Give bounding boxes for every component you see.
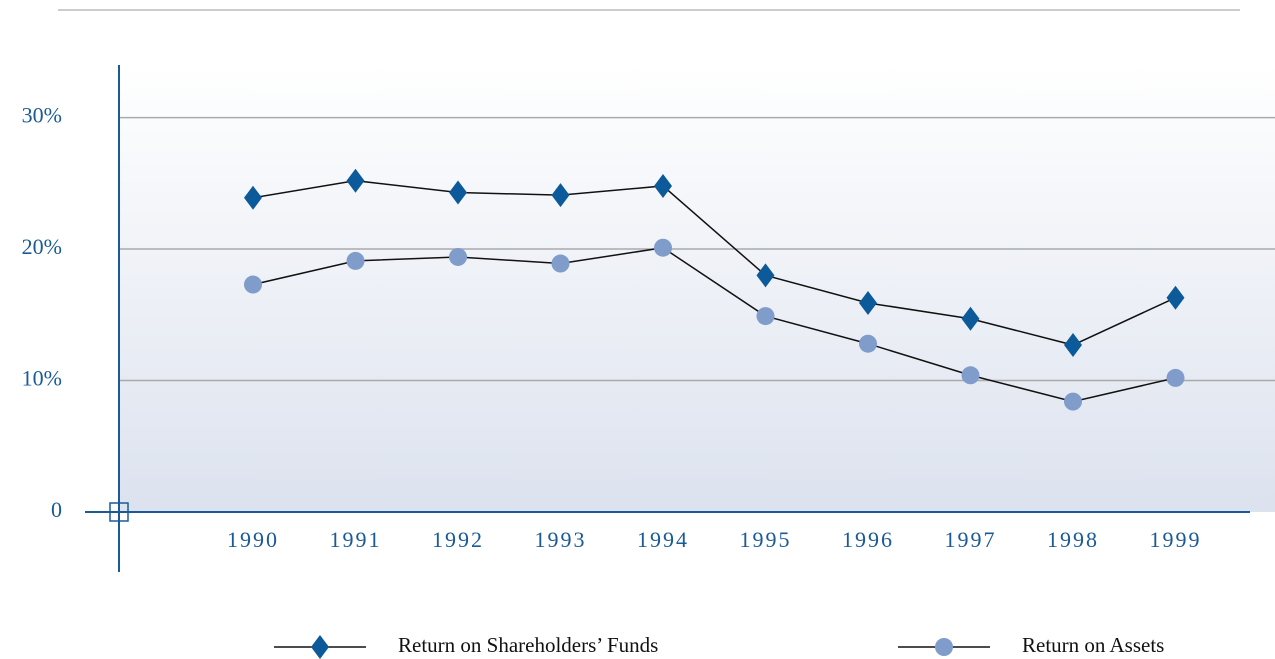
origin-box (109, 502, 129, 522)
x-tick-label: 1994 (637, 527, 689, 552)
legend-swatch (311, 635, 329, 659)
x-tick-label: 1997 (945, 527, 997, 552)
plot-background (119, 65, 1275, 512)
x-tick-label: 1996 (842, 527, 894, 552)
legend-label: Return on Assets (1022, 633, 1164, 657)
x-tick-label: 1991 (330, 527, 382, 552)
x-tick-label: 1995 (740, 527, 792, 552)
series-line (252, 179, 1176, 346)
x-tick-label: 1993 (535, 527, 587, 552)
marker (961, 306, 980, 331)
series-line (252, 246, 1176, 403)
marker (1064, 333, 1082, 358)
legend-swatch (935, 638, 953, 656)
marker (756, 263, 775, 288)
marker (551, 183, 570, 208)
marker (654, 173, 672, 198)
marker (551, 254, 570, 273)
marker (244, 185, 262, 210)
y-tick-label: 10% (22, 366, 62, 391)
marker (859, 334, 877, 353)
marker (1166, 285, 1185, 310)
marker (756, 307, 775, 326)
marker (1166, 368, 1185, 387)
marker (449, 180, 467, 205)
marker (346, 251, 365, 270)
marker (346, 168, 365, 193)
marker (859, 290, 877, 315)
marker (961, 366, 980, 385)
marker (654, 238, 672, 257)
y-tick-label: 30% (22, 103, 62, 128)
marker (244, 275, 262, 294)
y-tick-label: 20% (22, 234, 62, 259)
y-tick-label: 0 (51, 497, 62, 522)
x-tick-label: 1992 (432, 527, 484, 552)
x-tick-label: 1998 (1047, 527, 1099, 552)
x-tick-label: 1990 (227, 527, 279, 552)
marker (1064, 392, 1082, 411)
legend-label: Return on Shareholders’ Funds (398, 633, 658, 657)
x-tick-label: 1999 (1150, 527, 1202, 552)
marker (449, 247, 467, 266)
